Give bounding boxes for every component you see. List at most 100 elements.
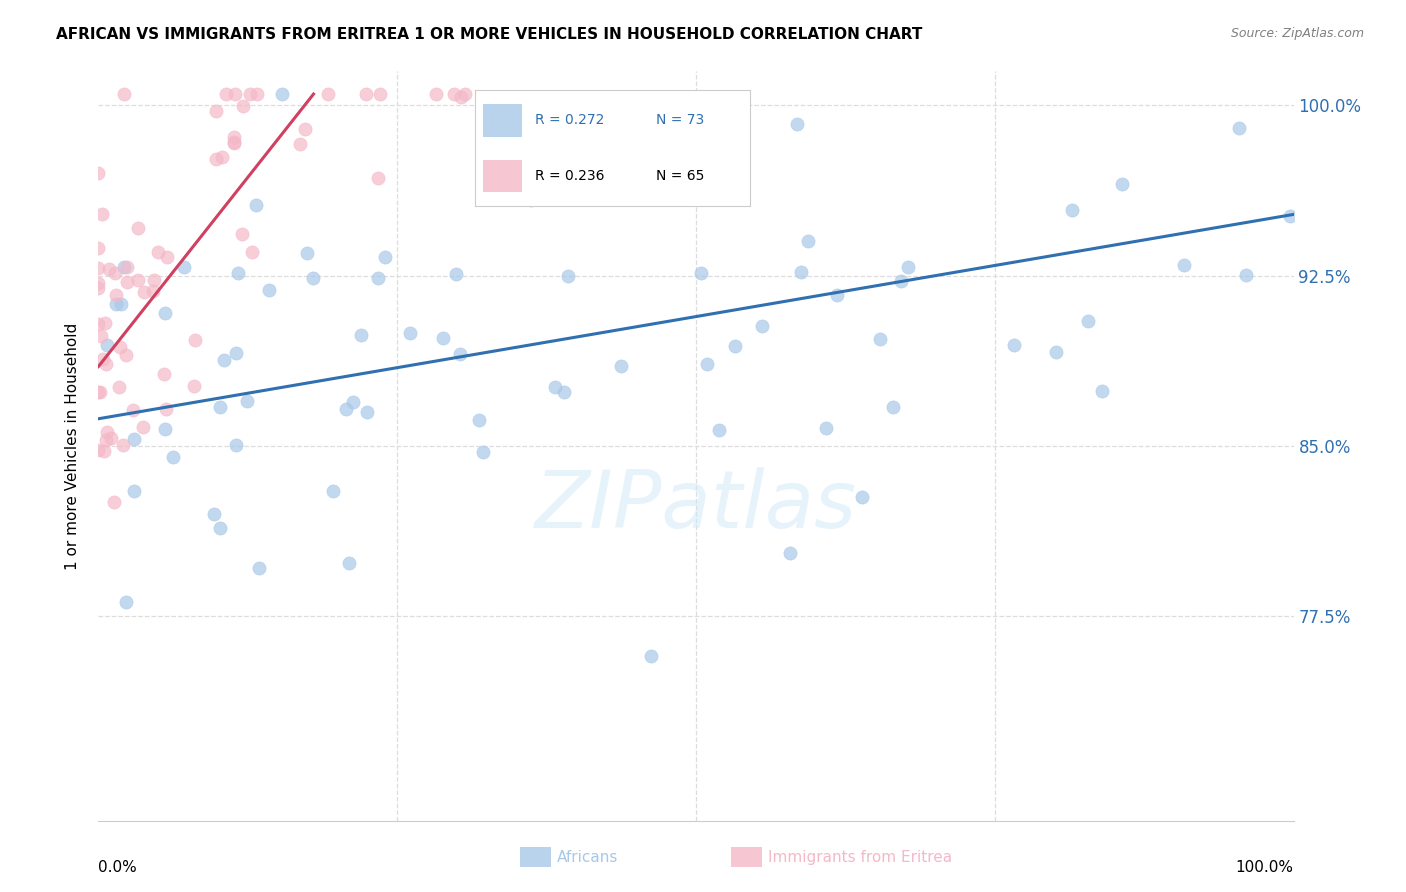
Y-axis label: 1 or more Vehicles in Household: 1 or more Vehicles in Household (65, 322, 80, 570)
Point (104, 297, 127, 311)
Point (709, 423, 731, 437)
Point (696, 357, 718, 371)
Point (356, 404, 378, 418)
Point (869, 332, 891, 346)
Point (225, 346, 247, 360)
Point (115, 260, 138, 274)
Point (96, 425, 118, 439)
Point (143, 273, 166, 287)
Point (202, 507, 225, 521)
Point (94, 316, 117, 330)
Point (302, 270, 325, 285)
Point (89, 384, 111, 399)
Point (155, 422, 177, 436)
Point (132, 420, 155, 434)
Point (239, 87, 262, 101)
Point (127, 273, 149, 287)
Point (432, 331, 454, 345)
Point (519, 193, 541, 207)
Point (1045, 344, 1067, 359)
Point (790, 265, 813, 279)
Text: Africans: Africans (557, 850, 619, 864)
Point (204, 103, 226, 118)
Point (425, 87, 447, 101)
Text: Source: ZipAtlas.com: Source: ZipAtlas.com (1230, 27, 1364, 40)
Point (1227, 120, 1250, 135)
Point (1077, 314, 1099, 328)
Point (226, 267, 249, 281)
Point (374, 250, 396, 264)
Point (110, 297, 132, 311)
Point (450, 90, 472, 104)
Point (96, 337, 118, 351)
Text: Immigrants from Eritrea: Immigrants from Eritrea (768, 850, 952, 864)
Point (114, 348, 136, 362)
Point (114, 87, 136, 101)
Point (825, 288, 848, 302)
Point (90, 207, 112, 221)
Point (93, 443, 115, 458)
Point (224, 130, 246, 145)
Point (356, 87, 378, 101)
Point (468, 413, 491, 427)
Point (367, 170, 389, 185)
Point (87, 280, 110, 294)
Point (544, 379, 567, 393)
Point (155, 306, 177, 320)
Point (779, 546, 801, 560)
Point (1062, 202, 1084, 217)
Point (609, 359, 631, 373)
Point (87, 443, 110, 458)
Point (107, 380, 129, 394)
Point (87, 276, 110, 290)
Point (337, 556, 360, 570)
Point (890, 274, 912, 288)
Point (96, 433, 118, 447)
Point (1111, 177, 1133, 191)
Point (259, 283, 281, 297)
Point (215, 87, 238, 101)
Point (115, 275, 138, 289)
Point (162, 450, 184, 465)
Point (471, 444, 494, 458)
Point (249, 561, 271, 575)
Text: AFRICAN VS IMMIGRANTS FROM ERITREA 1 OR MORE VEHICLES IN HOUSEHOLD CORRELATION C: AFRICAN VS IMMIGRANTS FROM ERITREA 1 OR … (56, 27, 922, 42)
Point (815, 421, 838, 435)
Point (335, 401, 357, 416)
Point (342, 394, 364, 409)
Point (851, 490, 873, 504)
Point (103, 266, 125, 280)
Point (444, 267, 467, 281)
Point (1234, 268, 1257, 282)
Point (240, 244, 263, 259)
Point (288, 136, 311, 151)
Point (224, 135, 246, 149)
Point (368, 87, 391, 101)
Point (122, 432, 145, 446)
Point (90, 328, 112, 343)
Point (209, 520, 232, 534)
Point (87, 384, 110, 399)
Point (209, 401, 232, 415)
Point (222, 136, 245, 150)
Point (127, 221, 149, 235)
Text: ZIPatlas: ZIPatlas (534, 467, 858, 545)
Bar (731, 847, 762, 867)
Point (245, 198, 267, 212)
Point (146, 244, 169, 259)
Point (797, 234, 820, 248)
Point (87, 261, 110, 276)
Point (449, 347, 471, 361)
Point (489, 171, 512, 186)
Point (557, 268, 579, 283)
Point (87, 166, 110, 180)
Point (108, 340, 131, 354)
Point (224, 87, 246, 101)
Point (155, 401, 177, 416)
Point (121, 402, 143, 417)
Point (294, 121, 316, 136)
Point (96, 357, 118, 371)
Point (112, 260, 135, 274)
Point (225, 438, 247, 452)
Point (689, 266, 711, 280)
